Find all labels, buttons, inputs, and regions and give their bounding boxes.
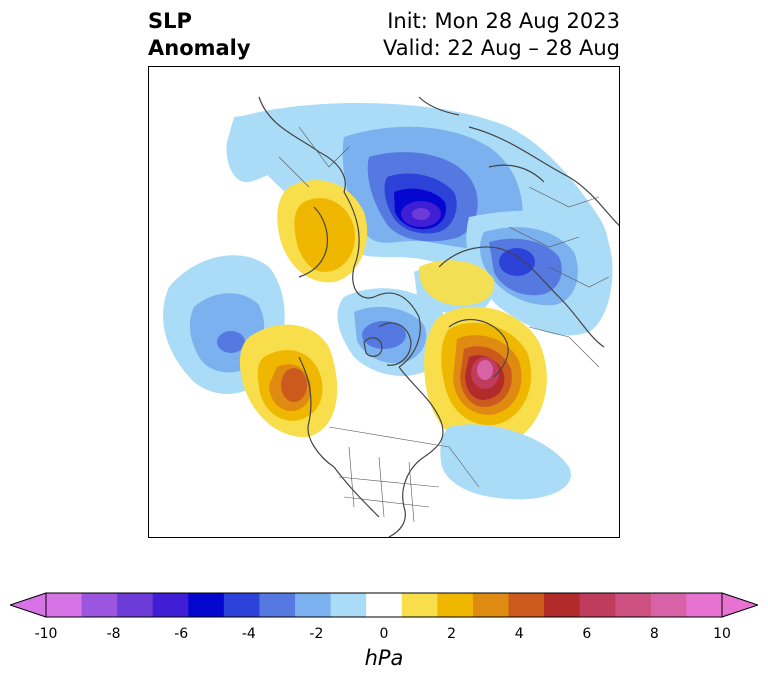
colorbar-tick-label: -10: [34, 626, 58, 642]
colorbar-tick-label: 4: [514, 626, 524, 642]
colorbar-tick-label: -4: [241, 626, 256, 642]
colorbar-segment: [472, 593, 510, 617]
colorbar-segment: [437, 593, 474, 617]
colorbar-segment: [330, 593, 367, 617]
colorbar-extend-max: [721, 592, 760, 618]
low-arctic-archipelago: [337, 288, 448, 377]
polar-map: [148, 66, 620, 538]
colorbar-segment: [650, 593, 687, 617]
colorbar-segment: [223, 593, 260, 617]
colorbar-extend-min: [8, 592, 47, 618]
colorbar-segment: [366, 593, 403, 617]
colorbar-segment: [46, 593, 83, 617]
colorbar-segment: [686, 593, 723, 617]
valid-range: Valid: 22 Aug – 28 Aug: [382, 36, 620, 60]
colorbar-tick-label: 2: [447, 626, 457, 642]
low-bering: [226, 115, 299, 183]
colorbar-segment: [295, 593, 332, 617]
colorbar-segment: [81, 593, 118, 617]
colorbar-segment: [188, 593, 225, 617]
colorbar-segment: [259, 593, 296, 617]
title-line-2: Anomaly: [148, 36, 251, 60]
borders: [278, 126, 610, 523]
colorbar-tick-label: 10: [713, 626, 731, 642]
colorbar-segment: [544, 593, 581, 617]
map-title: SLP Anomaly: [148, 8, 251, 62]
coastlines: [258, 96, 619, 537]
colorbar-units: hPa: [364, 646, 404, 670]
colorbar-segment: [579, 593, 616, 617]
colorbar-tick-label: 8: [649, 626, 659, 642]
colorbar-segment: [615, 593, 652, 617]
colorbar-tick-label: -6: [174, 626, 189, 642]
high-ne-pacific: [239, 324, 338, 438]
init-time: Init: Mon 28 Aug 2023: [387, 9, 620, 33]
colorbar-tick-label: -8: [106, 626, 121, 642]
colorbar-segment: [152, 593, 189, 617]
colorbar: [8, 590, 760, 620]
high-greenland-labrador: [424, 306, 547, 448]
title-line-1: SLP: [148, 9, 192, 33]
colorbar-segment: [401, 593, 438, 617]
anomaly-map: [149, 67, 619, 537]
colorbar-segment: [117, 593, 154, 617]
high-east-siberia: [414, 260, 495, 316]
colorbar-svg: [8, 592, 760, 618]
colorbar-tick-label: -2: [309, 626, 324, 642]
valid-time: Init: Mon 28 Aug 2023 Valid: 22 Aug – 28…: [383, 8, 620, 62]
high-alaska: [277, 180, 368, 283]
low-north-atlantic: [440, 424, 571, 500]
colorbar-border: [45, 592, 723, 618]
colorbar-tick-label: 0: [379, 626, 389, 642]
colorbar-segment: [508, 593, 545, 617]
colorbar-tick-label: 6: [582, 626, 592, 642]
